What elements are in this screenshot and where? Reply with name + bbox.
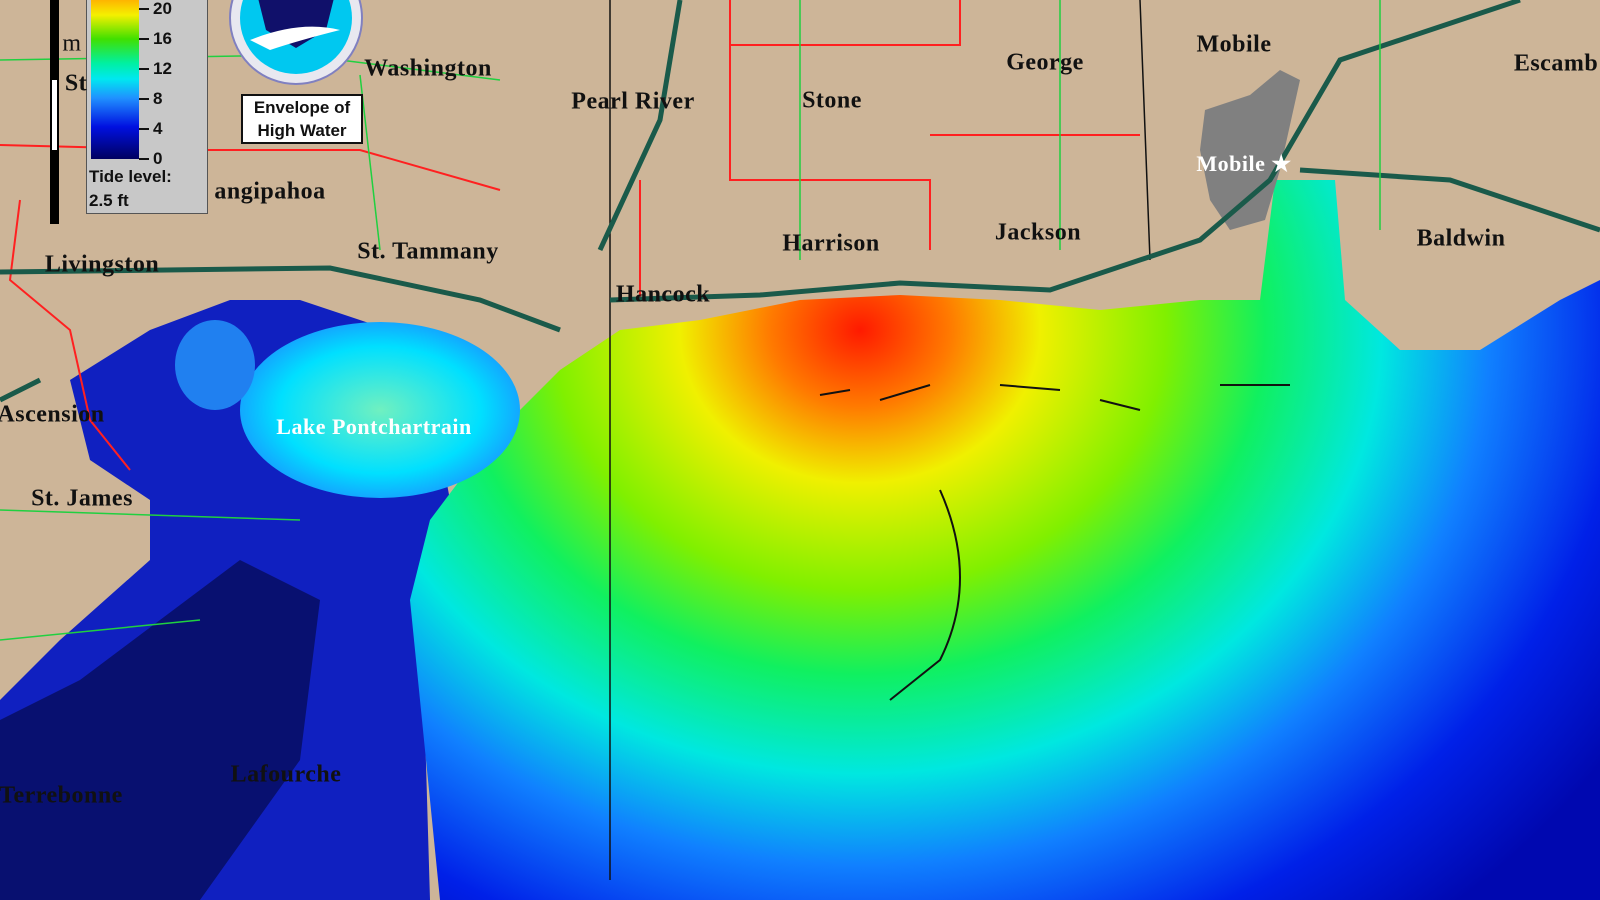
noaa-logo: [229, 0, 363, 85]
label-mobile-county: Mobile: [1196, 31, 1272, 58]
label-george: George: [1006, 49, 1084, 76]
label-hancock: Hancock: [615, 281, 711, 308]
label-jackson: Jackson: [994, 219, 1082, 246]
tick-label: 16: [153, 29, 172, 48]
tick: [139, 8, 149, 10]
barrier-islands: [819, 384, 1290, 701]
label-pearl-river: Pearl River: [571, 88, 695, 115]
tide-level: Tide level: 2.5 ft: [89, 165, 172, 213]
tick: [139, 128, 149, 130]
label-livingston: Livingston: [44, 251, 160, 278]
county-borders: [0, 0, 1140, 471]
label-harrison: Harrison: [782, 230, 880, 257]
label-baldwin: Baldwin: [1416, 225, 1506, 252]
label-mobile-city: Mobile ★: [1196, 151, 1292, 176]
tick: [139, 38, 149, 40]
tick-label: 20: [153, 0, 172, 18]
title-line-1: Envelope of: [253, 98, 351, 117]
tick: [139, 98, 149, 100]
label-lake-pontchartrain: Lake Pontchartrain: [276, 414, 472, 439]
color-scale-bar: [91, 0, 139, 159]
title-line-2: High Water: [257, 121, 347, 140]
lake-pontchartrain: [240, 322, 520, 498]
label-tangipahoa: angipahoa: [214, 178, 326, 205]
label-washington: Washington: [364, 55, 492, 82]
tick: [139, 68, 149, 70]
lake-maurepas: [175, 320, 255, 410]
tick-label: 12: [153, 59, 172, 78]
tide-label: Tide level:: [89, 167, 172, 186]
gulf-water: [410, 180, 1600, 900]
state-line: [609, 0, 1151, 880]
tick: [139, 158, 149, 160]
tick-label: 0: [153, 149, 163, 168]
tick-label: 8: [153, 89, 163, 108]
label-stone: Stone: [802, 87, 862, 114]
map-title-box: Envelope of High Water: [241, 94, 363, 144]
label-partial-st: St: [64, 70, 88, 97]
flooded-marsh-deep: [0, 560, 320, 900]
label-terrebonne: Terrebonne: [0, 782, 123, 809]
tick-label: 4: [153, 119, 163, 138]
label-lafourche: Lafourche: [230, 761, 342, 788]
color-legend: 20 16 12 8 4 0 Tide level: 2.5 ft: [86, 0, 208, 214]
label-ascension: Ascension: [0, 401, 105, 428]
label-partial-m: m: [62, 30, 82, 57]
label-st-tammany: St. Tammany: [357, 238, 499, 265]
urban-area-mobile: [1200, 70, 1300, 230]
highways: [0, 0, 1600, 403]
label-escambia: Escamb: [1513, 50, 1599, 77]
tide-value: 2.5 ft: [89, 191, 129, 210]
scale-bar: [50, 0, 59, 224]
label-st-james: St. James: [31, 485, 133, 512]
